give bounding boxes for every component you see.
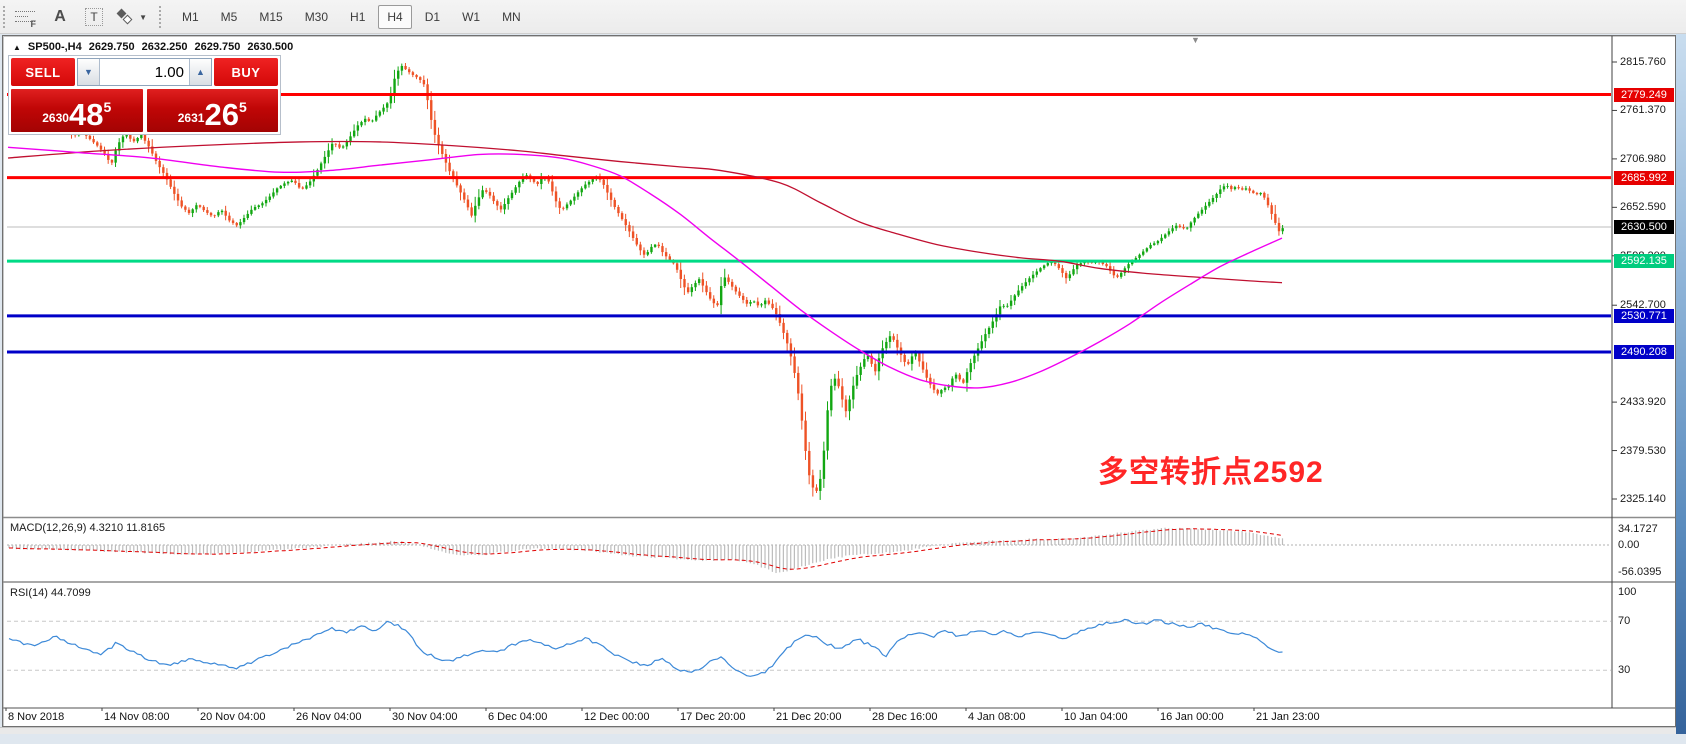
sell-price-prefix: 2630 [42, 111, 69, 125]
window-right-edge [1676, 34, 1686, 734]
buy-price-prefix: 2631 [177, 111, 205, 125]
toolbar-separator [159, 5, 167, 28]
volume-input[interactable] [100, 59, 189, 85]
timeframe-h4[interactable]: H4 [378, 4, 412, 29]
timeframe-bar: M1 M5 M15 M30 H1 H4 D1 W1 MN [171, 4, 532, 29]
timeframe-h1[interactable]: H1 [350, 9, 366, 24]
volume-increase-button[interactable]: ▲ [189, 59, 211, 85]
chevron-down-icon: ▼ [139, 12, 147, 22]
timeframe-w1[interactable]: W1 [462, 9, 481, 24]
chart-window [2, 35, 1676, 727]
volume-stepper: ▼ ▲ [77, 58, 212, 86]
sell-price-big: 48 [68, 96, 104, 132]
ohlc-close: 2630.500 [247, 41, 294, 53]
fibonacci-retracement-icon[interactable]: F [11, 4, 41, 30]
buy-price-sup: 5 [238, 99, 247, 115]
rsi-indicator-label: RSI(14) 44.7099 [10, 587, 91, 599]
chart-annotation-text[interactable]: 多空转折点2592 [1098, 456, 1324, 489]
buy-price-big: 26 [204, 96, 239, 132]
chart-shift-marker-icon[interactable]: ▼ [1191, 35, 1200, 45]
arrows-shapes-icon[interactable]: ▼ [113, 4, 147, 30]
timeframe-m15[interactable]: M15 [259, 9, 283, 24]
sell-quote[interactable]: 2630 48 5 [11, 89, 143, 132]
timeframe-m1[interactable]: M1 [182, 9, 199, 24]
ohlc-low: 2629.750 [194, 41, 241, 53]
text-tool-icon[interactable]: A [54, 7, 66, 25]
ohlc-high: 2632.250 [141, 41, 188, 53]
fibonacci-lines-glyph: F [15, 8, 37, 29]
ohlc-open: 2629.750 [88, 41, 135, 53]
buy-quote[interactable]: 2631 26 5 [146, 89, 278, 132]
one-click-toggle-icon[interactable]: ▲ [13, 42, 21, 52]
volume-decrease-button[interactable]: ▼ [78, 59, 100, 85]
timeframe-m30[interactable]: M30 [304, 9, 329, 24]
chart-plot-area[interactable] [10, 74, 1614, 744]
toolbar-grip[interactable] [3, 5, 9, 28]
symbol-timeframe: SP500-,H4 [27, 41, 82, 53]
timeframe-m5[interactable]: M5 [220, 9, 238, 24]
window-bottom-edge [0, 727, 1676, 734]
timeframe-d1[interactable]: D1 [424, 9, 441, 24]
macd-indicator-label: MACD(12,26,9) 4.3210 11.8165 [10, 522, 166, 534]
toolbar: F A T ▼ M1 M5 M15 M30 H1 H4 D1 W1 MN [0, 0, 1686, 34]
chart-ohlc-title: ▲ SP500-,H4 2629.750 2632.250 2629.750 2… [13, 41, 293, 53]
timeframe-mn[interactable]: MN [502, 9, 521, 24]
sell-button[interactable]: SELL [11, 58, 75, 86]
text-label-icon[interactable]: T [79, 4, 109, 30]
buy-button[interactable]: BUY [214, 58, 278, 86]
sell-price-sup: 5 [103, 99, 112, 115]
